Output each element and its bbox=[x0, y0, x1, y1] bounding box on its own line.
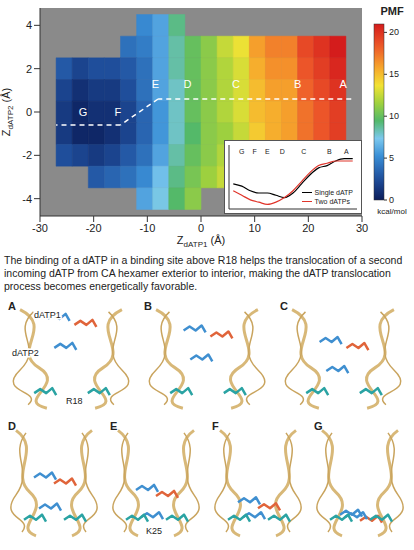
svg-text:dATP2: dATP2 bbox=[12, 348, 39, 358]
svg-text:E: E bbox=[152, 78, 159, 90]
svg-text:-2: -2 bbox=[22, 149, 32, 161]
svg-text:G: G bbox=[79, 106, 88, 118]
svg-text:R18: R18 bbox=[66, 396, 83, 406]
svg-text:F: F bbox=[252, 148, 256, 155]
svg-text:20: 20 bbox=[302, 222, 314, 234]
svg-text:30: 30 bbox=[356, 222, 368, 234]
svg-text:A: A bbox=[8, 300, 16, 312]
html-text:The binding of a dATP in a bin: The binding of a dATP in a binding site … bbox=[4, 254, 403, 292]
svg-text:4: 4 bbox=[26, 19, 32, 31]
html-text:dATP2: dATP2 bbox=[6, 105, 16, 130]
svg-text:B: B bbox=[144, 300, 152, 312]
svg-text:5: 5 bbox=[389, 153, 394, 163]
html-text:Z: Z bbox=[0, 129, 12, 137]
svg-text:10: 10 bbox=[389, 111, 399, 121]
svg-text:C: C bbox=[301, 148, 306, 155]
svg-text:K25: K25 bbox=[146, 526, 162, 536]
svg-text:B: B bbox=[294, 78, 301, 90]
svg-text:10: 10 bbox=[249, 222, 261, 234]
svg-text:-10: -10 bbox=[139, 222, 155, 234]
svg-text:E: E bbox=[110, 420, 117, 432]
svg-text:D: D bbox=[8, 420, 16, 432]
svg-text:G: G bbox=[239, 148, 244, 155]
svg-text:-30: -30 bbox=[32, 222, 48, 234]
svg-text:-4: -4 bbox=[22, 193, 32, 205]
svg-text:0: 0 bbox=[198, 222, 204, 234]
svg-text:G: G bbox=[314, 420, 323, 432]
svg-text:C: C bbox=[280, 300, 288, 312]
svg-text:E: E bbox=[265, 148, 270, 155]
svg-text:kcal/mol: kcal/mol bbox=[377, 207, 407, 216]
html-text:Two dATPs: Two dATPs bbox=[314, 198, 350, 205]
svg-text:C: C bbox=[232, 78, 240, 90]
svg-text:D: D bbox=[280, 148, 285, 155]
svg-text:B: B bbox=[327, 148, 332, 155]
svg-text:-20: -20 bbox=[86, 222, 102, 234]
html-text:Single dATP: Single dATP bbox=[314, 189, 353, 196]
svg-text:F: F bbox=[114, 106, 121, 118]
svg-text:20: 20 bbox=[389, 27, 399, 37]
svg-text:0: 0 bbox=[389, 195, 394, 205]
svg-text:A: A bbox=[340, 78, 348, 90]
html-text:(Å): (Å) bbox=[0, 87, 12, 106]
svg-text:0: 0 bbox=[26, 106, 32, 118]
svg-text:A: A bbox=[344, 148, 349, 155]
svg-text:PMF: PMF bbox=[380, 5, 404, 17]
svg-text:F: F bbox=[212, 420, 219, 432]
svg-text:dATP1: dATP1 bbox=[34, 310, 61, 320]
svg-text:D: D bbox=[184, 78, 192, 90]
svg-text:2: 2 bbox=[26, 63, 32, 75]
html-text:ZdATP1(Å): ZdATP1(Å) bbox=[176, 234, 226, 250]
svg-text:15: 15 bbox=[389, 69, 399, 79]
